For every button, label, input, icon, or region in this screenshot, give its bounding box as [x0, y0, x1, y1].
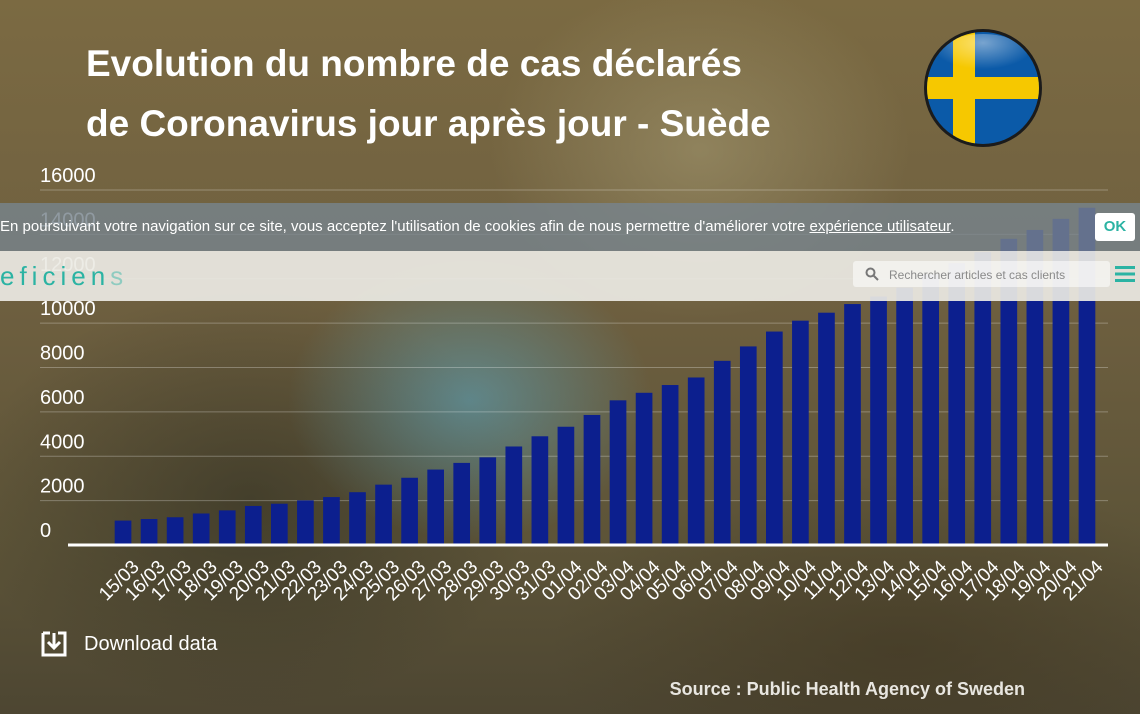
bar-18-04	[1000, 238, 1018, 545]
bar-15-03	[114, 520, 132, 545]
title-line-2: de Coronavirus jour après jour - Suède	[86, 103, 771, 144]
bar-24-03	[349, 492, 366, 545]
bar-16-03	[140, 519, 158, 545]
bar-02-04	[583, 414, 601, 545]
bar-30-03	[505, 446, 523, 545]
download-icon	[41, 631, 67, 657]
search-box[interactable]	[853, 261, 1110, 287]
source-text: Source : Public Health Agency of Sweden	[669, 679, 1025, 699]
title-line-1: Evolution du nombre de cas déclarés	[86, 43, 742, 84]
bar-25-03	[375, 484, 392, 545]
search-input[interactable]	[887, 264, 1103, 286]
bar-14-04	[896, 287, 913, 545]
bar-10-04	[792, 320, 809, 545]
bar-11-04	[818, 312, 835, 545]
cookie-suffix: .	[950, 218, 955, 235]
bar-01-04	[557, 426, 575, 545]
bar-23-03	[323, 497, 340, 545]
cookie-ok-button[interactable]: OK	[1095, 213, 1135, 241]
cookie-policy-link[interactable]: expérience utilisateur	[809, 218, 951, 235]
y-tick-label: 0	[40, 520, 51, 542]
bar-29-03	[479, 457, 497, 545]
bar-12-04	[844, 304, 861, 545]
site-header: eficiens	[0, 251, 1140, 301]
bar-16-04	[948, 263, 966, 545]
cookie-text: En poursuivant votre navigation sur ce s…	[0, 218, 955, 235]
search-icon	[865, 267, 879, 281]
bar-07-04	[713, 360, 731, 545]
page-title: Evolution du nombre de cas déclarés de C…	[86, 34, 846, 154]
y-tick-label: 16000	[40, 165, 96, 187]
bar-05-04	[661, 385, 679, 545]
y-tick-label: 2000	[40, 476, 85, 498]
bar-18-03	[192, 513, 210, 545]
bar-28-03	[453, 462, 471, 545]
sweden-flag-icon	[923, 28, 1043, 148]
bar-17-04	[974, 252, 992, 545]
download-label: Download data	[84, 632, 218, 655]
bar-03-04	[609, 400, 627, 545]
bar-08-04	[739, 346, 757, 545]
bar-20-03	[244, 505, 262, 545]
y-tick-label: 10000	[40, 298, 96, 320]
logo-text: eficien	[0, 261, 111, 291]
bar-04-04	[635, 392, 653, 545]
logo-text-fade: s	[110, 261, 129, 291]
y-tick-label: 4000	[40, 431, 85, 453]
bar-09-04	[766, 331, 783, 545]
bar-31-03	[531, 436, 549, 545]
bar-06-04	[687, 377, 705, 545]
bar-19-04	[1026, 229, 1044, 545]
y-tick-label: 8000	[40, 343, 85, 365]
bar-13-04	[870, 296, 887, 545]
bar-21-03	[271, 503, 288, 545]
cookie-message: En poursuivant votre navigation sur ce s…	[0, 218, 810, 235]
hamburger-menu-icon[interactable]	[1114, 264, 1136, 284]
eficiens-logo[interactable]: eficiens	[0, 261, 128, 292]
bar-17-03	[166, 517, 184, 545]
download-data-button[interactable]: Download data	[40, 630, 217, 658]
bar-19-03	[218, 510, 236, 545]
bar-22-03	[297, 500, 314, 545]
y-tick-label: 6000	[40, 387, 85, 409]
cookie-banner: En poursuivant votre navigation sur ce s…	[0, 203, 1140, 251]
bar-15-04	[922, 274, 939, 545]
bar-27-03	[427, 469, 444, 545]
bar-26-03	[401, 477, 418, 545]
